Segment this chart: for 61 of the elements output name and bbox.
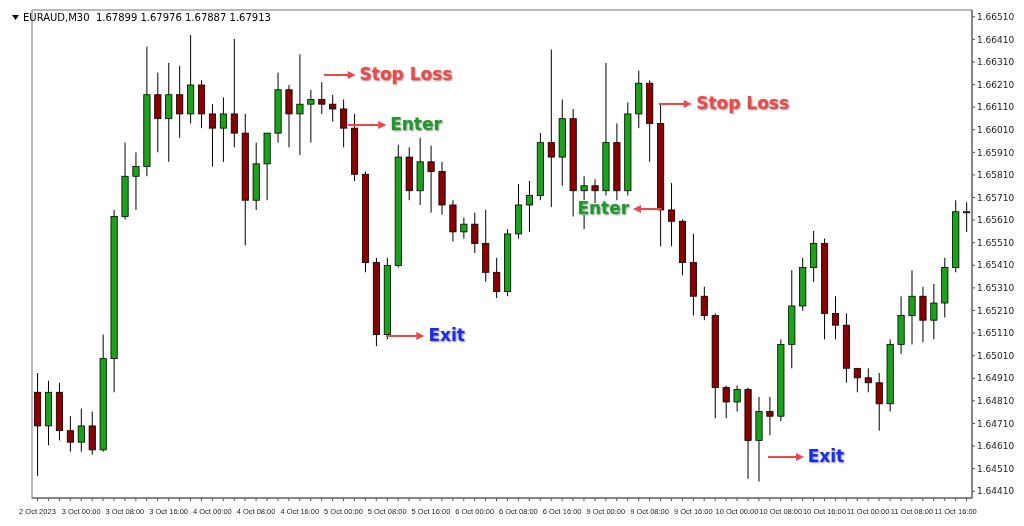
y-tick-label: 1.66310	[977, 57, 1015, 68]
candlestick	[154, 72, 162, 153]
y-tick-label: 1.65810	[977, 170, 1015, 181]
y-tick-label: 1.65310	[977, 283, 1015, 294]
y-tick-label: 1.64510	[977, 463, 1015, 474]
candlestick	[208, 103, 217, 168]
annotation: Exit	[428, 324, 465, 345]
y-tick-label: 1.64910	[977, 373, 1015, 384]
candlestick	[525, 180, 533, 233]
y-tick-label: 1.66510	[977, 11, 1015, 22]
y-tick-label: 1.65410	[977, 260, 1015, 271]
y-tick-label: 1.65010	[977, 350, 1015, 361]
candlestick	[66, 415, 74, 453]
candlestick	[296, 53, 304, 156]
annotation: Exit	[807, 446, 845, 467]
candlestick	[318, 81, 326, 115]
annotation: Stop Loss	[359, 64, 453, 85]
candlestick	[831, 295, 840, 340]
annotation: Stop Loss	[696, 92, 790, 113]
y-tick-label: 1.66110	[977, 102, 1015, 113]
candlestick	[766, 396, 774, 436]
candlestick	[908, 269, 916, 345]
candlestick	[864, 367, 872, 393]
y-tick-label: 1.65110	[977, 328, 1015, 339]
candlestick	[493, 257, 501, 299]
candlestick	[722, 384, 730, 419]
candlestick	[88, 410, 96, 456]
candlestick	[219, 96, 227, 163]
y-tick-label: 1.64710	[977, 418, 1015, 429]
y-tick-label: 1.66010	[977, 124, 1015, 135]
candlestick	[329, 94, 337, 123]
candlestick	[132, 151, 140, 211]
chart-title: EURAUD,M30 1.67899 1.67976 1.67887 1.67913	[23, 12, 271, 23]
candlestick	[460, 217, 468, 240]
y-tick-label: 1.65210	[977, 305, 1015, 316]
candlestick	[340, 98, 348, 148]
y-tick-label: 1.66210	[977, 79, 1015, 90]
y-tick-label: 1.65510	[977, 237, 1015, 248]
y-tick-label: 1.64410	[977, 486, 1015, 497]
y-tick-label: 1.66410	[977, 34, 1015, 45]
candlestick	[77, 408, 85, 453]
y-tick-label: 1.64610	[977, 441, 1015, 452]
candlestick	[307, 89, 315, 144]
y-tick-label: 1.65910	[977, 147, 1015, 158]
candlestick	[471, 212, 479, 254]
candlestick	[919, 286, 927, 343]
candlestick	[700, 286, 708, 321]
candlestick	[165, 62, 173, 163]
candlestick	[176, 65, 184, 139]
candlestick	[230, 38, 238, 148]
candlestick	[547, 49, 555, 208]
candlestick	[427, 145, 435, 214]
candlestick	[733, 384, 741, 412]
candlestick	[853, 367, 861, 393]
y-tick-label: 1.65610	[977, 215, 1015, 226]
candlestick	[875, 372, 883, 432]
y-tick-label: 1.64810	[977, 396, 1015, 407]
candlestick	[930, 283, 938, 340]
annotation: Enter	[390, 113, 442, 134]
y-tick-label: 1.65710	[977, 192, 1015, 203]
candlestick	[668, 182, 676, 247]
